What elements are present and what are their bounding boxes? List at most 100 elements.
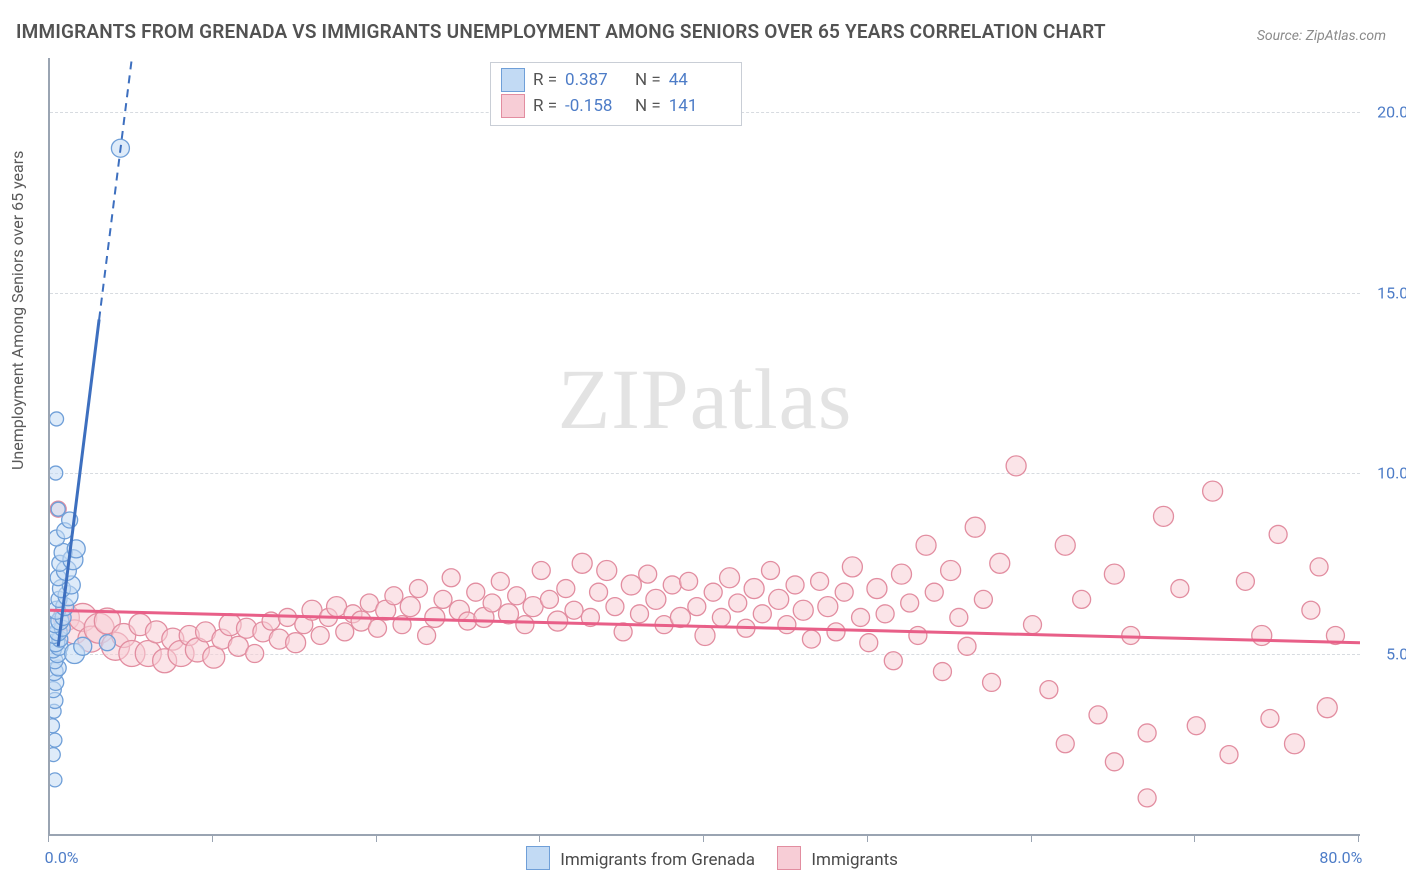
scatter-point — [286, 633, 306, 653]
scatter-point — [557, 580, 575, 598]
scatter-point — [49, 466, 63, 480]
scatter-point — [1105, 753, 1123, 771]
scatter-point — [1104, 564, 1124, 584]
scatter-point — [983, 673, 1001, 691]
scatter-point — [1089, 706, 1107, 724]
trend-line-grenada-dashed — [99, 58, 132, 319]
scatter-point — [491, 572, 509, 590]
x-tick — [867, 834, 868, 842]
scatter-point — [467, 583, 485, 601]
scatter-point — [1269, 525, 1287, 543]
scatter-point — [744, 579, 764, 599]
x-tick — [1194, 834, 1195, 842]
scatter-point — [369, 619, 387, 637]
scatter-point — [916, 535, 936, 555]
scatter-point — [631, 605, 649, 623]
scatter-point — [565, 601, 583, 619]
scatter-point — [1310, 558, 1328, 576]
scatter-point — [778, 616, 796, 634]
scatter-point — [1138, 724, 1156, 742]
scatter-point — [695, 625, 715, 645]
scatter-point — [720, 568, 740, 588]
scatter-point — [867, 579, 887, 599]
scatter-point — [74, 637, 92, 655]
scatter-point — [548, 611, 568, 631]
x-tick — [1358, 834, 1359, 842]
scatter-point — [1317, 698, 1337, 718]
legend-label-grenada: Immigrants from Grenada — [560, 850, 755, 870]
scatter-point — [769, 589, 789, 609]
scatter-point — [51, 502, 65, 516]
scatter-point — [965, 517, 985, 537]
scatter-point — [704, 583, 722, 601]
scatter-point — [729, 594, 747, 612]
scatter-point — [1138, 789, 1156, 807]
scatter-point — [1285, 734, 1305, 754]
scatter-svg — [50, 58, 1360, 834]
scatter-point — [646, 589, 666, 609]
scatter-point — [48, 773, 62, 787]
scatter-point — [793, 600, 813, 620]
scatter-point — [572, 553, 592, 573]
scatter-point — [385, 587, 403, 605]
scatter-point — [802, 630, 820, 648]
scatter-point — [621, 575, 641, 595]
scatter-point — [442, 569, 460, 587]
scatter-point — [892, 564, 912, 584]
scatter-point — [712, 608, 730, 626]
scatter-point — [688, 598, 706, 616]
scatter-point — [909, 626, 927, 644]
x-tick — [539, 834, 540, 842]
scatter-point — [925, 583, 943, 601]
legend-label-immigrants: Immigrants — [811, 850, 898, 870]
chart-title: IMMIGRANTS FROM GRENADA VS IMMIGRANTS UN… — [16, 20, 1106, 43]
scatter-point — [1056, 735, 1074, 753]
scatter-point — [639, 565, 657, 583]
scatter-point — [663, 576, 681, 594]
source-attribution: Source: ZipAtlas.com — [1257, 28, 1386, 44]
scatter-point — [860, 634, 878, 652]
scatter-point — [958, 637, 976, 655]
scatter-point — [532, 562, 550, 580]
y-axis-label: Unemployment Among Seniors over 65 years — [8, 151, 27, 470]
legend-swatch-grenada — [526, 846, 550, 870]
scatter-point — [1252, 625, 1272, 645]
scatter-point — [1024, 616, 1042, 634]
scatter-point — [336, 623, 354, 641]
scatter-point — [48, 733, 62, 747]
scatter-point — [508, 587, 526, 605]
scatter-point — [990, 553, 1010, 573]
scatter-point — [434, 590, 452, 608]
scatter-point — [901, 594, 919, 612]
scatter-point — [842, 557, 862, 577]
plot-area: ZIPatlas 5.0%10.0%15.0%20.0% R = 0.387 N… — [48, 58, 1360, 836]
scatter-point — [590, 583, 608, 601]
scatter-point — [680, 572, 698, 590]
scatter-point — [884, 652, 902, 670]
scatter-point — [1187, 717, 1205, 735]
scatter-point — [597, 561, 617, 581]
scatter-point — [1171, 580, 1189, 598]
scatter-point — [827, 623, 845, 641]
scatter-point — [1154, 506, 1174, 526]
scatter-point — [876, 605, 894, 623]
scatter-point — [1073, 590, 1091, 608]
scatter-point — [50, 412, 64, 426]
x-tick — [212, 834, 213, 842]
trend-line-grenada-solid — [58, 319, 99, 646]
scatter-point — [835, 583, 853, 601]
y-tick-label: 5.0% — [1386, 644, 1406, 663]
y-tick-label: 15.0% — [1377, 283, 1406, 302]
legend-swatch-immigrants — [777, 846, 801, 870]
series-legend: Immigrants from Grenada Immigrants — [0, 846, 1406, 870]
x-tick — [48, 834, 49, 842]
scatter-point — [786, 576, 804, 594]
scatter-point — [99, 635, 115, 651]
scatter-point — [1220, 746, 1238, 764]
scatter-point — [311, 626, 329, 644]
x-tick — [376, 834, 377, 842]
scatter-point — [974, 590, 992, 608]
scatter-point — [933, 663, 951, 681]
x-tick — [703, 834, 704, 842]
scatter-point — [852, 608, 870, 626]
